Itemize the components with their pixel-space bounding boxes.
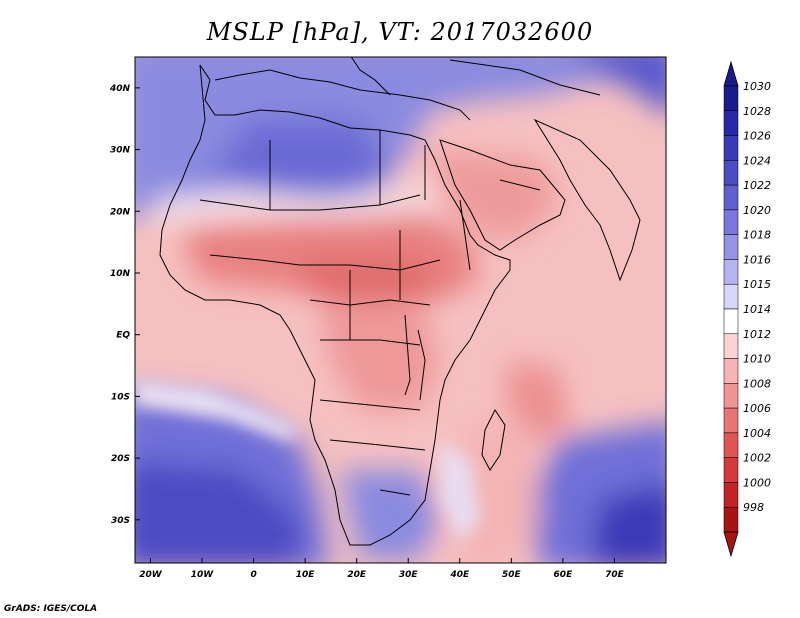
latitude-axis: 40N 30N 20N 10N EQ 10S 20S 30S xyxy=(109,84,140,526)
colorbar-swatch xyxy=(723,506,739,533)
lat-tick-label: 30S xyxy=(111,516,130,526)
longitude-axis: 20W 10W 0 10E 20E 30E 40E 50E 60E 70E xyxy=(139,558,625,580)
colorbar-label: 1018 xyxy=(743,229,771,242)
colorbar-swatch xyxy=(723,457,739,483)
colorbar-label: 1024 xyxy=(743,154,771,167)
colorbar-swatch xyxy=(723,160,739,186)
colorbar-swatch xyxy=(723,383,739,409)
lon-tick-label: 10W xyxy=(191,570,215,580)
colorbar-swatch xyxy=(723,283,739,310)
lat-tick-label: 20S xyxy=(111,454,130,464)
colorbar-swatch xyxy=(723,358,739,384)
lon-tick-label: 30E xyxy=(399,570,419,580)
map-title: MSLP [hPa], VT: 2017032600 xyxy=(206,18,594,46)
colorbar-label: 1014 xyxy=(743,303,771,316)
colorbar-swatch xyxy=(723,110,739,136)
lat-tick-label: 30N xyxy=(110,146,131,156)
colorbar: 1030 1028 1026 1024 1022 1020 1018 1016 1015 1014… xyxy=(723,60,771,558)
colorbar-label: 1006 xyxy=(743,402,771,415)
colorbar-swatch xyxy=(723,135,739,161)
colorbar-swatch xyxy=(723,432,739,458)
lat-tick-label: 40N xyxy=(109,84,131,94)
lon-tick-label: 40E xyxy=(449,570,470,580)
colorbar-swatch xyxy=(723,407,739,434)
lon-tick-label: 70E xyxy=(605,570,625,580)
lat-tick-label: EQ xyxy=(116,331,130,341)
colorbar-swatch xyxy=(723,482,739,508)
lon-tick-label: 20W xyxy=(139,570,163,580)
colorbar-label: 1022 xyxy=(743,179,771,192)
coastlines xyxy=(159,57,641,546)
colorbar-bottom-arrow xyxy=(723,531,739,558)
grads-credit: GrADS: IGES/COLA xyxy=(4,604,98,614)
lon-tick-label: 20E xyxy=(347,570,367,580)
plot-frame xyxy=(134,56,667,564)
colorbar-label: 1015 xyxy=(743,278,771,291)
colorbar-label: 998 xyxy=(743,501,764,514)
colorbar-swatch xyxy=(723,308,739,335)
lon-tick-label: 10E xyxy=(296,570,316,580)
colorbar-label: 1004 xyxy=(743,427,771,440)
lat-tick-label: 10S xyxy=(111,392,130,402)
colorbar-swatch xyxy=(723,184,739,211)
colorbar-label: 1000 xyxy=(743,476,771,489)
colorbar-label: 1020 xyxy=(743,204,771,217)
colorbar-label: 1026 xyxy=(743,130,771,143)
colorbar-label: 1030 xyxy=(743,80,771,93)
colorbar-top-arrow xyxy=(723,60,739,87)
colorbar-label: 1016 xyxy=(743,253,771,266)
colorbar-swatch xyxy=(723,234,739,260)
pressure-field xyxy=(135,57,666,563)
colorbar-label: 1010 xyxy=(743,353,771,366)
lon-tick-label: 60E xyxy=(554,570,574,580)
colorbar-swatch xyxy=(723,259,739,285)
colorbar-swatch xyxy=(723,333,739,359)
colorbar-label: 1012 xyxy=(743,328,771,341)
colorbar-label: 1028 xyxy=(743,105,771,118)
colorbar-label: 1008 xyxy=(743,377,771,390)
lon-tick-label: 50E xyxy=(502,570,522,580)
lat-tick-label: 20N xyxy=(110,207,131,217)
colorbar-swatch xyxy=(723,85,739,112)
colorbar-label: 1002 xyxy=(743,452,771,465)
colorbar-swatch xyxy=(723,209,739,235)
lon-tick-label: 0 xyxy=(250,570,256,580)
lat-tick-label: 10N xyxy=(110,269,131,279)
